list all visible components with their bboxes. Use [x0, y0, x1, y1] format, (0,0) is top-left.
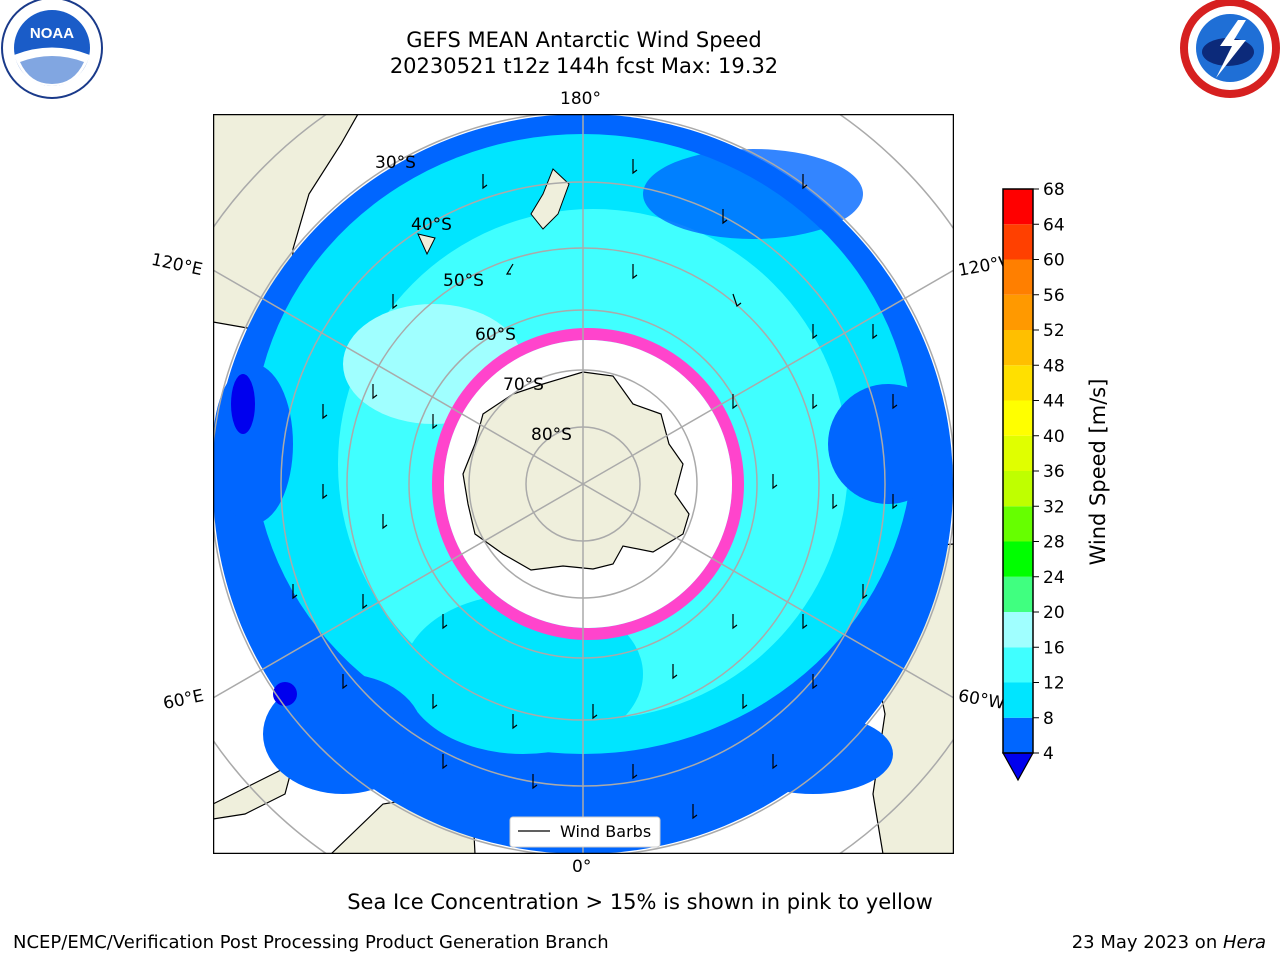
lon-label-120e: 120°E — [149, 249, 205, 281]
colorbar-tick-label: 40 — [1043, 427, 1065, 447]
footer-date: 23 May 2023 on — [1071, 932, 1223, 953]
lat-label-60s: 60°S — [475, 325, 516, 345]
lon-label-180: 180° — [560, 89, 601, 109]
colorbar-tick-label: 32 — [1043, 497, 1065, 517]
colorbar-label: Wind Speed [m/s] — [1086, 378, 1110, 566]
map-legend: Wind Barbs — [509, 816, 661, 848]
colorbar-under-arrow — [1001, 752, 1035, 782]
footer-host: Hera — [1222, 932, 1266, 953]
colorbar-swatch — [1003, 612, 1033, 648]
colorbar-tick-label: 36 — [1043, 462, 1065, 482]
colorbar-tick-label: 68 — [1043, 180, 1065, 200]
colorbar-tick-label: 56 — [1043, 286, 1065, 306]
colorbar-tick-label: 28 — [1043, 533, 1065, 553]
colorbar-tick-label: 8 — [1043, 709, 1054, 729]
noaa-logo: NOAA — [1, 0, 103, 99]
colorbar-tick-label: 20 — [1043, 603, 1065, 623]
colorbar-swatch — [1003, 717, 1033, 753]
colorbar-swatch — [1003, 682, 1033, 718]
footer-right: 23 May 2023 on Hera — [1072, 932, 1266, 953]
map-title: GEFS MEAN Antarctic Wind Speed — [406, 28, 762, 52]
colorbar-swatch — [1003, 224, 1033, 260]
colorbar-tick-label: 60 — [1043, 251, 1065, 271]
colorbar-tick-label: 48 — [1043, 356, 1065, 376]
sea-ice-ring — [432, 328, 744, 640]
colorbar-swatch — [1003, 294, 1033, 330]
svg-text:NOAA: NOAA — [30, 25, 74, 42]
graticule — [213, 114, 954, 854]
footer-left: NCEP/EMC/Verification Post Processing Pr… — [13, 932, 609, 953]
colorbar-tick-label: 24 — [1043, 568, 1065, 588]
colorbar-swatch — [1003, 647, 1033, 683]
colorbar-swatch — [1003, 330, 1033, 366]
wind-barbs — [292, 159, 898, 820]
colorbar-tick-label: 4 — [1043, 744, 1054, 764]
polar-map: 30°S 40°S 50°S 60°S 70°S 80°S Wind Barbs — [213, 114, 954, 854]
colorbar-tick-label: 64 — [1043, 215, 1065, 235]
colorbar-tick-label: 16 — [1043, 638, 1065, 658]
colorbar-swatch — [1003, 541, 1033, 577]
colorbar-swatch — [1003, 435, 1033, 471]
colorbar-tick-label: 52 — [1043, 321, 1065, 341]
colorbar-swatch — [1003, 189, 1033, 225]
lat-label-40s: 40°S — [411, 215, 452, 235]
colorbar-tick-label: 12 — [1043, 674, 1065, 694]
map-border — [213, 114, 954, 854]
colorbar-swatch — [1003, 400, 1033, 436]
new-zealand-landmass — [530, 168, 570, 230]
colorbar-swatch — [1003, 365, 1033, 401]
colorbar-tick-label: 44 — [1043, 392, 1065, 412]
lon-label-60e: 60°E — [161, 685, 206, 715]
colorbar-swatch — [1003, 259, 1033, 295]
lat-label-50s: 50°S — [443, 271, 484, 291]
lon-label-0: 0° — [572, 857, 592, 877]
nws-logo — [1180, 0, 1280, 98]
colorbar-swatch — [1003, 506, 1033, 542]
sea-ice-note: Sea Ice Concentration > 15% is shown in … — [347, 890, 933, 914]
colorbar-swatch — [1003, 576, 1033, 612]
lat-label-70s: 70°S — [503, 375, 544, 395]
lat-label-30s: 30°S — [375, 153, 416, 173]
legend-label: Wind Barbs — [560, 822, 651, 841]
lat-label-80s: 80°S — [531, 425, 572, 445]
colorbar-swatch — [1003, 471, 1033, 507]
map-subtitle: 20230521 t12z 144h fcst Max: 19.32 — [389, 54, 779, 78]
